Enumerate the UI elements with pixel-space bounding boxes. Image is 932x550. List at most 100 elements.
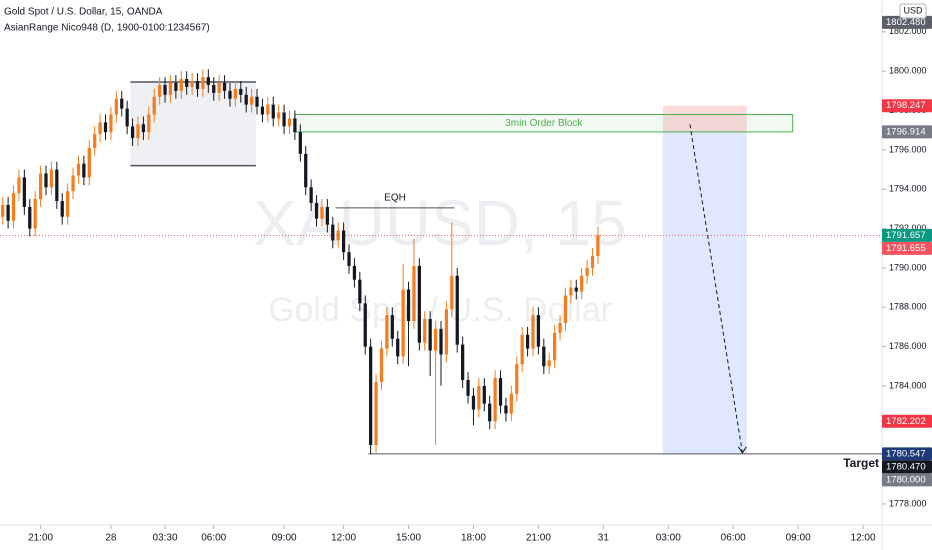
candle-body (287, 118, 292, 127)
candle-body (504, 405, 508, 414)
candle-body (260, 106, 265, 115)
x-tick-label: 12:00 (851, 533, 876, 544)
candle-body (158, 84, 162, 97)
candle-body (49, 169, 54, 188)
candle-body (114, 98, 118, 115)
candle-body (147, 114, 151, 133)
candle-body (341, 230, 346, 253)
candle-body (98, 122, 102, 135)
candle-body (130, 126, 135, 139)
candle-body (450, 275, 454, 310)
candle-body (574, 287, 578, 292)
candle-body (461, 344, 465, 381)
target-zone (662, 131, 747, 454)
candle-body (325, 206, 329, 225)
candle-body (11, 193, 16, 221)
candle-body (444, 309, 449, 355)
candle-body (417, 265, 421, 343)
price-tag-label: 1780.547 (886, 448, 926, 459)
order-block-label: 3min Order Block (505, 118, 583, 129)
candle-body (396, 338, 400, 357)
candle-body (363, 303, 367, 347)
candle-body (352, 265, 357, 280)
candle-body (390, 315, 394, 339)
candle-body (17, 177, 21, 194)
candle-body (374, 381, 378, 445)
candle-body (558, 322, 562, 333)
price-tag (882, 228, 932, 242)
candle-body (531, 315, 535, 349)
price-tag (882, 241, 932, 255)
candle-body (1, 204, 5, 217)
candle-body (271, 104, 275, 119)
candle-body (244, 94, 248, 105)
y-tick-label: 1790.000 (889, 262, 927, 272)
candle-body (515, 364, 519, 394)
candle-body (233, 88, 238, 99)
candle-body (222, 83, 227, 91)
candle-body (455, 275, 459, 345)
x-tick-label: 21:00 (28, 533, 53, 544)
candle-body (590, 256, 595, 268)
y-tick-label: 1784.000 (889, 380, 927, 390)
candle-body (553, 332, 557, 361)
x-tick-label: 09:00 (272, 533, 297, 544)
candle-body (249, 96, 254, 105)
candle-body (174, 83, 178, 91)
candle-body (76, 163, 81, 176)
candle-body (439, 328, 443, 355)
candle-body (498, 378, 503, 406)
candle-body (28, 206, 32, 229)
y-tick-label: 1796.000 (889, 144, 927, 154)
currency-box (899, 3, 927, 19)
price-tag (882, 99, 932, 113)
candle-body (185, 79, 189, 87)
price-tag (882, 460, 932, 474)
candle-body (520, 334, 524, 365)
candle-body (385, 315, 389, 349)
candle-body (412, 265, 416, 322)
x-tick-label: 15:00 (396, 533, 421, 544)
candle-body (217, 83, 221, 93)
arrow-head (737, 446, 747, 454)
candle-body (282, 112, 286, 127)
candle-body (109, 114, 113, 133)
candle-body (33, 199, 37, 229)
candle-body (358, 279, 362, 304)
price-tag-label: 1791.655 (886, 243, 926, 254)
candle-body (309, 187, 313, 203)
candle-body (298, 132, 302, 154)
x-tick-label: 31 (598, 533, 610, 544)
candle-body (168, 83, 173, 95)
price-tag (882, 125, 932, 139)
candle-body (304, 153, 308, 188)
candle-body (93, 134, 97, 148)
price-tag (882, 447, 932, 461)
candle-body (82, 163, 86, 178)
candle-body (347, 252, 351, 266)
x-tick-label: 06:00 (201, 533, 226, 544)
stop-zone (662, 105, 747, 132)
candle-body (201, 77, 205, 89)
candle-body (179, 79, 183, 91)
candle-body (152, 96, 156, 115)
candle-body (477, 385, 481, 410)
price-tag-label: 1798.247 (886, 100, 926, 111)
watermark-name: Gold Spot / U.S. Dollar (268, 291, 612, 329)
y-tick-label: 1802.000 (889, 26, 927, 36)
y-tick-label: 1792.000 (889, 223, 927, 233)
candle-body (6, 204, 10, 221)
x-tick-label: 03:00 (656, 533, 681, 544)
eqh-label: EQH (384, 193, 406, 204)
candle-body (103, 122, 108, 133)
candle-body (466, 380, 470, 396)
candle-body (136, 124, 140, 139)
indicator-label: AsianRange Nico948 (D, 1900-0100:1234567… (4, 23, 210, 34)
y-tick-label: 1788.000 (889, 302, 927, 312)
y-tick-label: 1800.000 (889, 66, 927, 76)
price-tag (882, 473, 932, 487)
candle-body (423, 319, 427, 343)
candle-body (22, 177, 26, 207)
x-tick-label: 06:00 (721, 533, 746, 544)
